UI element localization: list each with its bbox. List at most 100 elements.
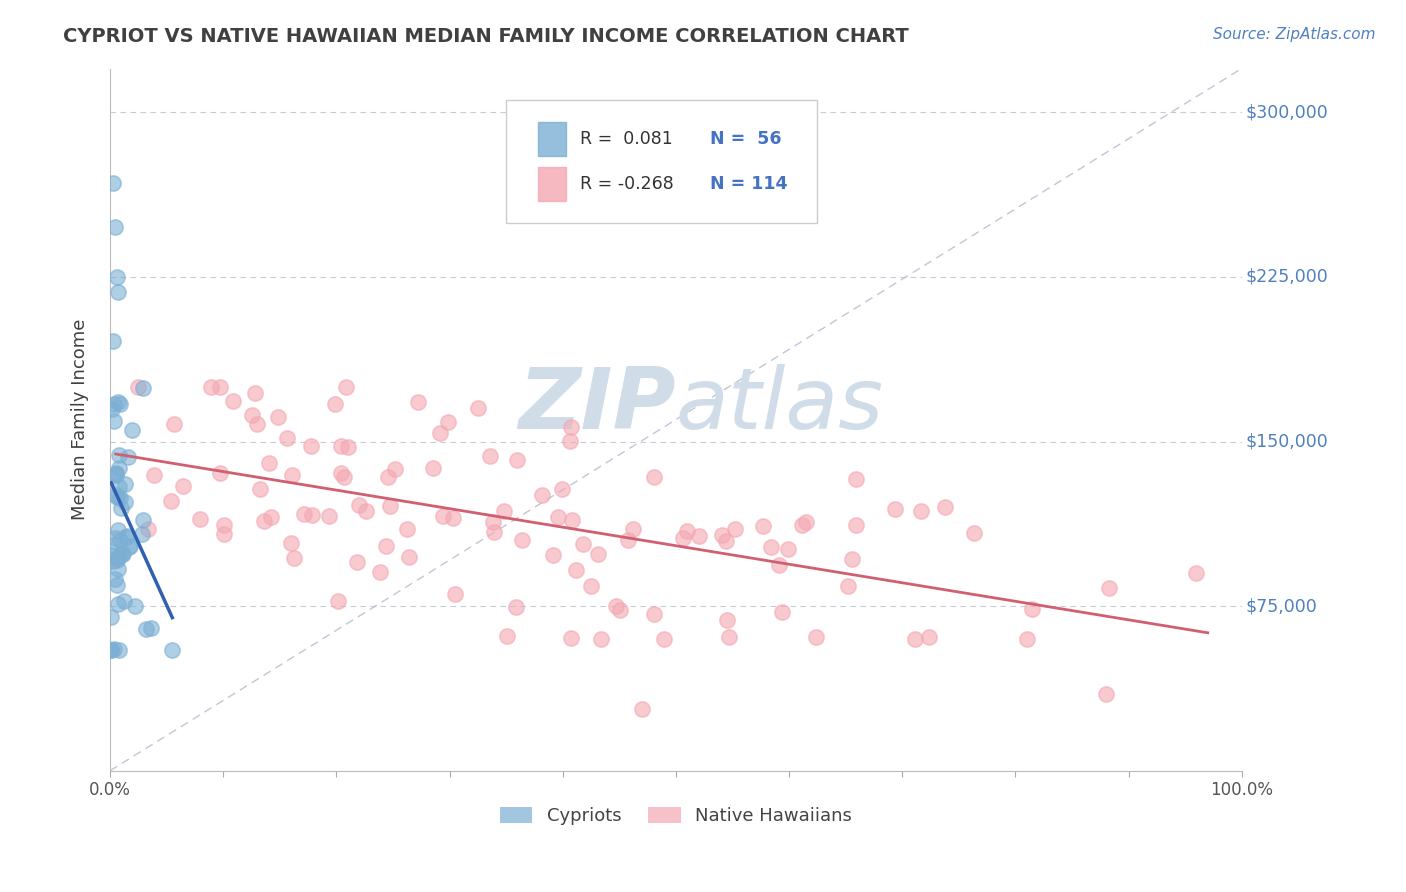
Point — [121, 423, 143, 437]
Point — [333, 470, 356, 484]
Point — [103, 538, 125, 552]
Point — [112, 594, 135, 608]
Point — [142, 468, 165, 483]
Point — [301, 508, 323, 522]
Point — [711, 528, 734, 542]
Point — [105, 490, 128, 504]
Point — [200, 380, 222, 394]
Point — [934, 500, 956, 515]
Point — [117, 450, 139, 464]
Text: ZIP: ZIP — [519, 364, 676, 447]
Text: $300,000: $300,000 — [1246, 103, 1327, 121]
Point — [103, 176, 125, 190]
Point — [1095, 687, 1118, 701]
Point — [572, 537, 595, 551]
Legend: Cypriots, Native Hawaiians: Cypriots, Native Hawaiians — [499, 806, 852, 825]
Text: $75,000: $75,000 — [1246, 597, 1317, 615]
Point — [259, 510, 281, 524]
Point — [104, 467, 127, 481]
Point — [368, 566, 391, 580]
Point — [110, 546, 132, 560]
Point — [131, 527, 153, 541]
Point — [688, 529, 710, 543]
Point — [437, 415, 460, 429]
Point — [101, 402, 124, 417]
Point — [837, 579, 859, 593]
Point — [904, 632, 927, 646]
Point — [105, 467, 128, 482]
Point — [643, 607, 665, 621]
Point — [107, 461, 129, 475]
Point — [105, 578, 128, 592]
Text: $150,000: $150,000 — [1246, 433, 1327, 450]
Point — [1015, 632, 1038, 646]
Point — [114, 476, 136, 491]
Point — [717, 630, 740, 644]
Point — [845, 472, 868, 486]
Point — [107, 524, 129, 538]
Point — [467, 401, 489, 416]
Point — [510, 533, 533, 548]
Point — [752, 519, 775, 533]
Point — [441, 511, 464, 525]
Point — [482, 524, 505, 539]
Point — [159, 494, 181, 508]
Bar — [538, 167, 567, 201]
Point — [547, 510, 569, 524]
Point — [422, 460, 444, 475]
Point — [108, 491, 131, 505]
Point — [406, 395, 429, 409]
Point — [586, 547, 609, 561]
Bar — [538, 122, 567, 155]
Text: N =  56: N = 56 — [710, 129, 782, 148]
Point — [100, 643, 122, 657]
Point — [131, 513, 153, 527]
Point — [110, 547, 132, 561]
Point — [714, 533, 737, 548]
Point — [245, 417, 267, 432]
Point — [621, 522, 644, 536]
Point — [724, 522, 747, 536]
Point — [675, 524, 697, 538]
Text: $225,000: $225,000 — [1246, 268, 1327, 286]
Point — [335, 380, 357, 394]
Point — [253, 514, 276, 528]
Point — [243, 386, 266, 401]
Point — [605, 599, 627, 613]
Point — [396, 522, 419, 536]
Point — [118, 539, 141, 553]
Text: Source: ZipAtlas.com: Source: ZipAtlas.com — [1212, 27, 1375, 42]
FancyBboxPatch shape — [506, 100, 817, 223]
Point — [100, 642, 122, 657]
Point — [768, 558, 790, 572]
Point — [1184, 566, 1206, 580]
Point — [107, 562, 129, 576]
Point — [108, 533, 131, 548]
Point — [127, 380, 149, 394]
Point — [103, 554, 125, 568]
Point — [249, 482, 271, 496]
Point — [1021, 601, 1043, 615]
Point — [135, 622, 157, 636]
Point — [266, 409, 288, 424]
Point — [139, 621, 162, 635]
Point — [105, 270, 128, 285]
Point — [105, 488, 128, 502]
Point — [103, 642, 125, 657]
Point — [101, 334, 124, 348]
Point — [103, 397, 125, 411]
Point — [652, 632, 675, 646]
Point — [759, 540, 782, 554]
Point — [188, 512, 211, 526]
Point — [560, 631, 582, 645]
Point — [481, 515, 503, 529]
Point — [104, 531, 127, 545]
Point — [163, 417, 186, 431]
Point — [136, 522, 159, 536]
Point — [558, 434, 581, 448]
Point — [124, 599, 146, 614]
Point — [910, 504, 932, 518]
Point — [172, 479, 194, 493]
Point — [212, 527, 235, 541]
Text: N = 114: N = 114 — [710, 175, 787, 193]
